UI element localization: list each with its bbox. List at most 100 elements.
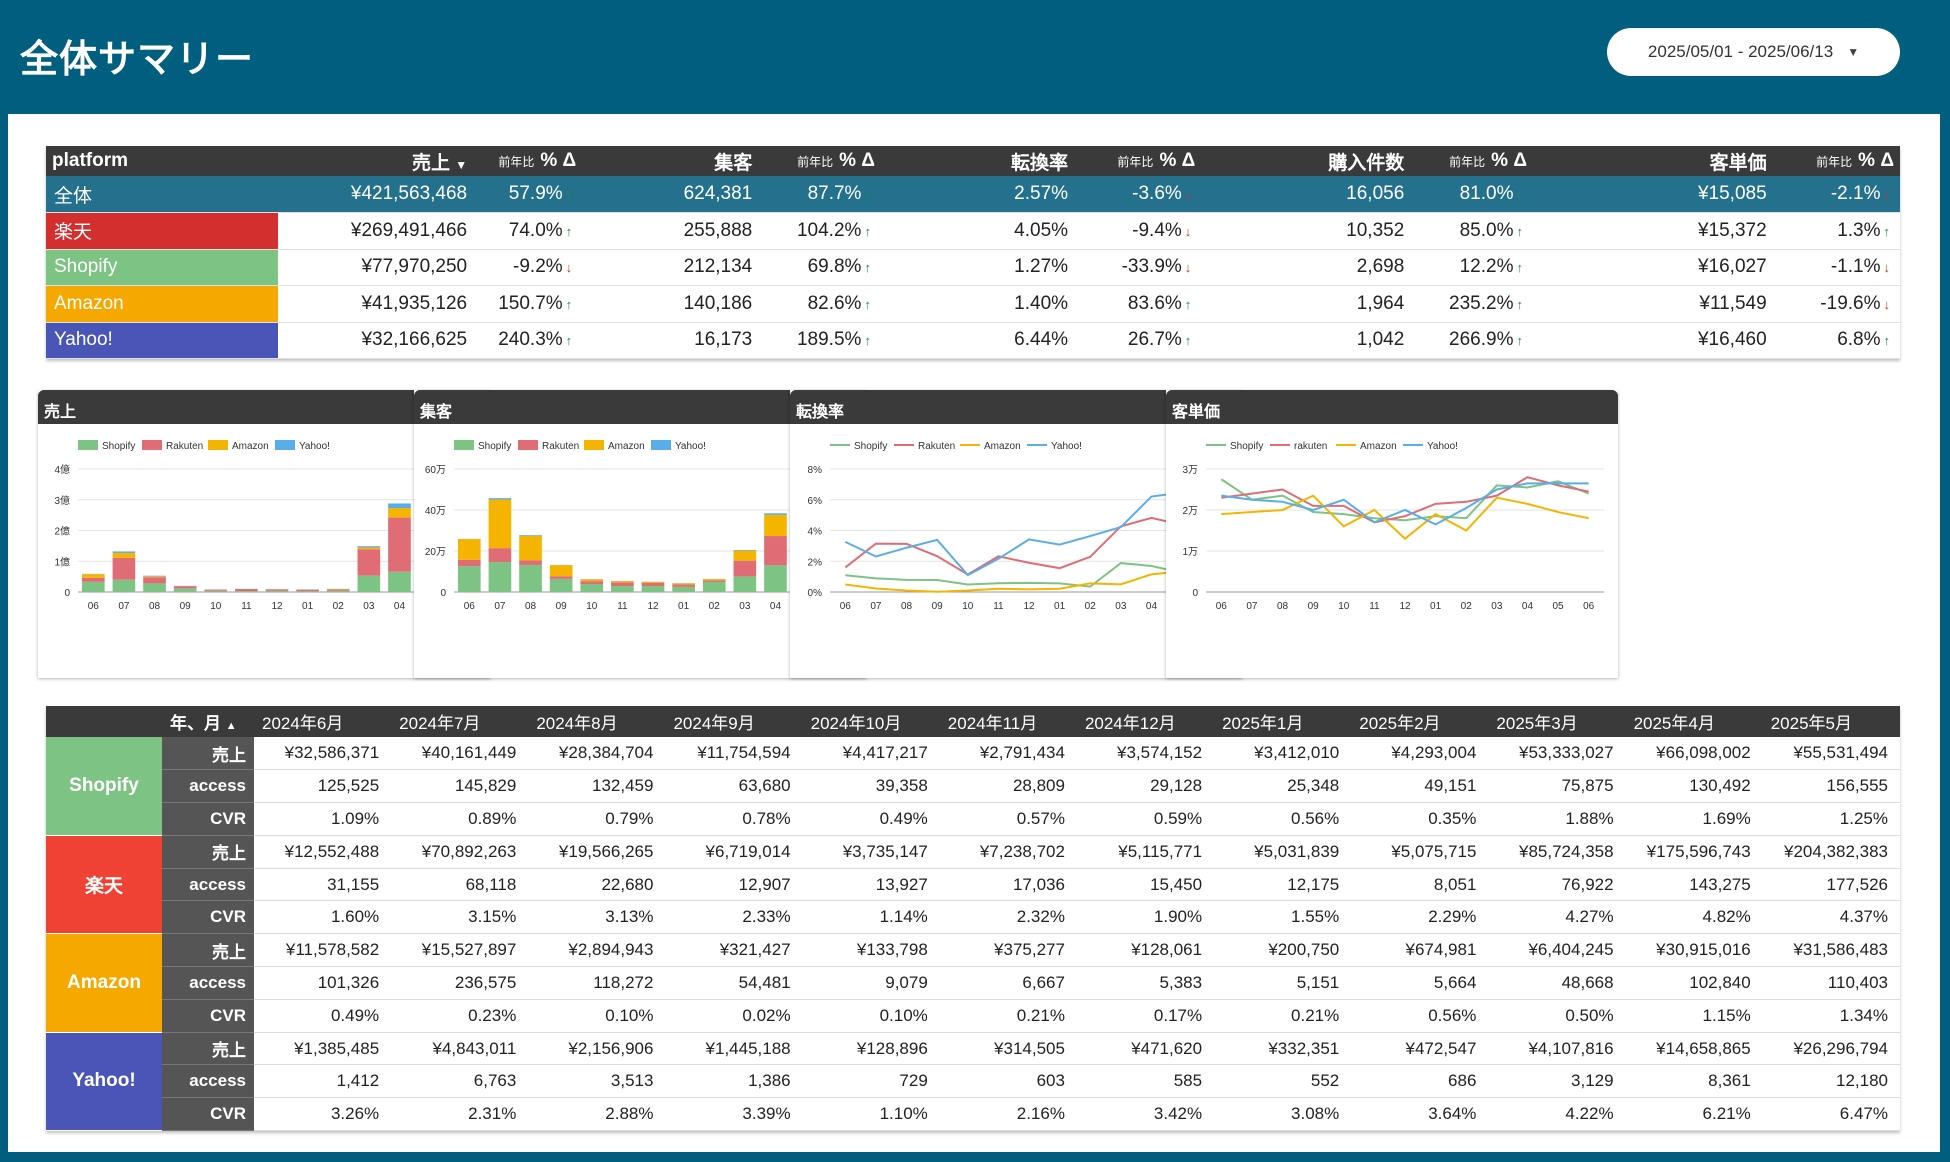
y-tick-label: 0	[440, 588, 446, 599]
arrow-up-icon: ↑	[864, 296, 871, 312]
value-cell: 1.14%	[802, 900, 940, 935]
bar-segment	[143, 576, 166, 578]
summary-total-row[interactable]: 全体 ¥421,563,468 57.9% ↑ 624,381 87.7% ↑ 2.57% -3…	[46, 176, 1900, 213]
legend-swatch	[78, 440, 98, 450]
bar-segment	[357, 549, 381, 576]
value-cell: ¥7,238,702	[939, 835, 1077, 869]
legend-label: Yahoo!	[1051, 441, 1082, 452]
aov-header[interactable]: 客単価	[1532, 146, 1773, 176]
value-cell: ¥32,586,371	[254, 737, 392, 771]
y-tick-label: 2%	[808, 557, 823, 568]
bar-segment	[326, 590, 350, 592]
legend-item: Rakuten	[894, 441, 955, 452]
x-tick-label: 08	[901, 601, 913, 612]
cvr-cell: 1.40%	[880, 285, 1075, 323]
x-tick-label: 03	[1491, 601, 1503, 612]
month-header[interactable]: 2025年1月	[1214, 706, 1352, 737]
x-tick-label: 11	[241, 601, 252, 612]
yoy-value: -1.1%	[1830, 256, 1881, 278]
value-cell: 110,403	[1762, 966, 1900, 1000]
yoy-value: -2.1%	[1830, 183, 1881, 204]
y-tick-label: 1万	[1182, 547, 1198, 558]
aov-yoy-header[interactable]: 前年比% Δ	[1772, 146, 1900, 176]
value-cell: 12,907	[665, 868, 803, 902]
x-tick-label: 06	[840, 601, 852, 612]
value-cell: 585	[1076, 1064, 1215, 1099]
bar-segment	[296, 591, 319, 592]
bar-segment	[457, 539, 481, 560]
value-cell: 12,180	[1762, 1064, 1900, 1099]
yoy-value: 82.6%	[807, 292, 862, 314]
platform-group-cell: 楽天	[46, 835, 162, 935]
bar-segment	[457, 566, 481, 592]
year-month-header[interactable]: 年、月 ▲	[162, 706, 254, 737]
value-cell: ¥4,417,217	[802, 737, 940, 771]
summary-row[interactable]: Amazon ¥41,935,126 150.7% ↑ 140,186 82.6% ↑ 1.4…	[46, 285, 1900, 323]
yoy-value: 87.7%	[807, 183, 862, 204]
summary-row[interactable]: Shopify ¥77,970,250 -9.2% ↓ 212,134 69.8% ↑ 1.2…	[46, 249, 1900, 286]
bar-segment	[702, 581, 726, 592]
x-tick-label: 04	[1146, 601, 1158, 612]
legend-item: Shopify	[1206, 441, 1263, 452]
month-header[interactable]: 2024年9月	[665, 706, 803, 737]
month-header[interactable]: 2024年10月	[802, 706, 940, 737]
sales-header[interactable]: 売上 ▼	[277, 146, 474, 176]
month-header[interactable]: 2025年4月	[1625, 706, 1763, 737]
metric-label: 売上	[162, 835, 254, 869]
value-cell: ¥4,293,004	[1351, 737, 1489, 771]
value-cell: ¥53,333,027	[1488, 737, 1626, 771]
x-tick-label: 03	[1115, 601, 1127, 612]
value-cell: 3.13%	[528, 900, 666, 935]
bar-segment	[733, 576, 757, 592]
metric-label: access	[162, 966, 254, 1000]
sales-yoy-header[interactable]: 前年比% Δ	[473, 146, 583, 176]
arrow-down-icon: ↓	[1184, 187, 1192, 202]
bar-segment	[388, 571, 411, 592]
cvr-header[interactable]: 転換率	[880, 146, 1075, 176]
month-header[interactable]: 2025年5月	[1762, 706, 1900, 737]
value-cell: 13,927	[802, 868, 940, 902]
month-header[interactable]: 2024年7月	[391, 706, 529, 737]
bar-segment	[296, 589, 319, 592]
visitors-yoy-header[interactable]: 前年比% Δ	[758, 146, 881, 176]
header: 全体サマリー 2025/05/01 - 2025/06/13 ▼	[0, 0, 1950, 114]
orders-cell: 10,352	[1201, 212, 1411, 250]
bar-segment	[143, 575, 166, 577]
month-header[interactable]: 2024年6月	[254, 706, 392, 737]
summary-row[interactable]: Yahoo! ¥32,166,625 240.3% ↑ 16,173 189.5% ↑ 6.4…	[46, 322, 1900, 359]
metric-label: 売上	[162, 737, 254, 771]
value-cell: ¥70,892,263	[391, 835, 529, 869]
bar-segment	[112, 557, 136, 580]
month-header[interactable]: 2025年3月	[1488, 706, 1626, 737]
legend-label: Shopify	[854, 441, 887, 452]
date-range-picker[interactable]: 2025/05/01 - 2025/06/13 ▼	[1607, 28, 1900, 76]
aov-yoy-cell: -19.6% ↓	[1772, 285, 1900, 323]
value-cell: 4.22%	[1488, 1097, 1626, 1132]
bar-segment	[672, 586, 695, 592]
value-cell: ¥5,115,771	[1076, 835, 1215, 869]
value-cell: ¥1,385,485	[254, 1032, 392, 1066]
visitors-header[interactable]: 集客	[582, 146, 759, 176]
orders-header[interactable]: 購入件数	[1201, 146, 1411, 176]
platform-header[interactable]: platform	[46, 146, 278, 176]
orders-yoy-cell: 266.9% ↑	[1410, 322, 1533, 359]
x-tick-label: 01	[1054, 601, 1066, 612]
summary-row[interactable]: 楽天 ¥269,491,466 74.0% ↑ 255,888 104.2% ↑ 4.05% -…	[46, 212, 1900, 250]
series-line	[845, 564, 1213, 593]
orders-yoy-header[interactable]: 前年比% Δ	[1410, 146, 1533, 176]
cvr-yoy-header[interactable]: 前年比% Δ	[1074, 146, 1202, 176]
legend-item: Amazon	[960, 441, 1021, 452]
y-tick-label: 1億	[54, 555, 70, 568]
metric-label: access	[162, 769, 254, 804]
month-header[interactable]: 2024年12月	[1076, 706, 1215, 737]
value-cell: ¥66,098,002	[1625, 737, 1763, 771]
value-cell: 5,383	[1076, 966, 1215, 1000]
value-cell: ¥2,894,943	[528, 933, 666, 968]
month-header[interactable]: 2024年11月	[939, 706, 1077, 737]
month-header[interactable]: 2024年8月	[528, 706, 666, 737]
sales-cell: ¥77,970,250	[277, 249, 474, 286]
arrow-up-icon: ↑	[565, 223, 573, 239]
x-tick-label: 11	[617, 601, 628, 612]
month-header[interactable]: 2025年2月	[1351, 706, 1489, 737]
value-cell: 28,809	[939, 769, 1077, 804]
